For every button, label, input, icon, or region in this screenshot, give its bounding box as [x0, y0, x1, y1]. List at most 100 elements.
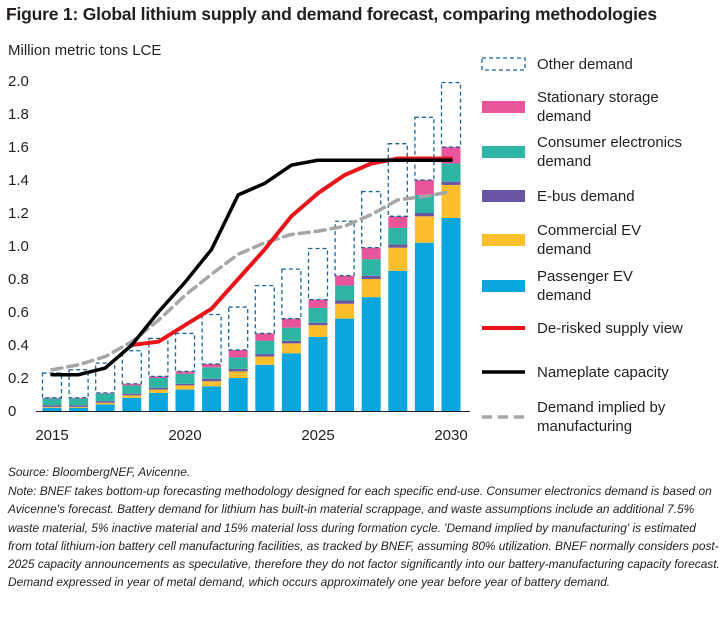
- bar-commercial-ev: [361, 279, 381, 298]
- bar-passenger-ev: [69, 407, 89, 411]
- legend-label-other-demand: Other demand: [537, 55, 633, 73]
- bar-passenger-ev: [335, 318, 355, 411]
- bar-other-demand: [148, 337, 169, 377]
- bar-other-demand: [121, 350, 142, 385]
- legend-label-nameplate-capacity: Nameplate capacity: [537, 363, 669, 381]
- legend-swatch-passenger-ev: [482, 280, 525, 292]
- bar-e-bus: [148, 387, 168, 390]
- y-tick-label: 0: [8, 403, 16, 420]
- bar-consumer-electronics: [414, 194, 434, 213]
- bar-e-bus: [335, 300, 355, 304]
- bar-e-bus: [388, 244, 408, 248]
- bar-e-bus: [361, 275, 381, 279]
- bar-stationary-storage: [42, 397, 62, 399]
- bar-commercial-ev: [95, 402, 115, 405]
- bar-consumer-electronics: [95, 393, 115, 402]
- bar-stationary-storage: [122, 383, 142, 386]
- bar-other-demand: [41, 372, 63, 399]
- bar-passenger-ev: [95, 404, 115, 411]
- y-axis-unit-label: Million metric tons LCE: [8, 42, 162, 59]
- bar-passenger-ev: [388, 270, 408, 411]
- bar-e-bus: [414, 213, 434, 217]
- bar-commercial-ev: [281, 343, 301, 354]
- bar-consumer-electronics: [148, 378, 168, 388]
- y-tick-label: 0.6: [8, 304, 29, 321]
- bar-passenger-ev: [202, 386, 222, 411]
- y-tick-label: 2.0: [8, 73, 29, 90]
- x-tick-label: 2015: [35, 427, 68, 444]
- bar-other-demand: [307, 247, 329, 301]
- bar-consumer-electronics: [122, 385, 142, 394]
- bar-commercial-ev: [202, 381, 222, 387]
- bar-e-bus: [228, 368, 248, 372]
- bar-commercial-ev: [255, 356, 275, 365]
- bar-passenger-ev: [122, 397, 142, 411]
- bar-consumer-electronics: [175, 373, 195, 384]
- bar-e-bus: [255, 354, 275, 357]
- bar-other-demand: [281, 268, 302, 320]
- bar-consumer-electronics: [308, 307, 328, 323]
- bar-commercial-ev: [228, 371, 248, 378]
- y-tick-label: 1.0: [8, 238, 29, 255]
- bar-passenger-ev: [175, 389, 195, 411]
- bar-e-bus: [175, 383, 195, 386]
- bar-other-demand: [387, 143, 408, 217]
- bar-passenger-ev: [414, 242, 434, 411]
- line-nameplate-capacity: [50, 158, 453, 377]
- legend-swatch-commercial-ev: [482, 234, 525, 246]
- x-tick-label: 2020: [168, 427, 201, 444]
- x-tick-label: 2030: [434, 427, 467, 444]
- bar-e-bus: [281, 340, 301, 344]
- bar-other-demand: [95, 362, 116, 394]
- bar-commercial-ev: [414, 216, 434, 243]
- y-tick-label: 1.8: [8, 106, 29, 123]
- y-tick-label: 0.4: [8, 337, 29, 354]
- bar-other-demand: [174, 332, 196, 373]
- bar-commercial-ev: [308, 325, 328, 337]
- legend-label-passenger-ev: Passenger EV demand: [537, 268, 633, 304]
- chart-area: 0 0.2 0.4 0.6 0.8 1.0 1.2 1.4 1.6 1.8 2.0 2015 2020 2…: [8, 57, 526, 444]
- bar-stationary-storage: [335, 275, 355, 286]
- bar-consumer-electronics: [335, 285, 355, 301]
- bar-other-demand: [228, 306, 249, 351]
- y-tick-label: 0.2: [8, 370, 29, 387]
- bar-e-bus: [202, 378, 222, 382]
- bar-other-demand: [201, 313, 222, 365]
- bar-stationary-storage: [361, 247, 381, 260]
- bar-commercial-ev: [42, 406, 62, 408]
- bar-passenger-ev: [255, 364, 275, 411]
- y-tick-label: 1.4: [8, 172, 29, 189]
- bar-e-bus: [42, 405, 62, 407]
- y-tick-label: 0.8: [8, 271, 29, 288]
- legend-label-de-risked-supply: De-risked supply view: [537, 319, 683, 337]
- bar-passenger-ev: [148, 392, 168, 411]
- legend-swatch-other-demand: [481, 57, 526, 71]
- bar-commercial-ev: [388, 247, 408, 271]
- bar-e-bus: [441, 181, 461, 185]
- bar-commercial-ev: [175, 385, 195, 390]
- bar-passenger-ev: [281, 353, 301, 411]
- bar-consumer-electronics: [281, 327, 301, 341]
- bar-commercial-ev: [69, 406, 89, 408]
- bar-other-demand: [254, 284, 275, 335]
- x-tick-label: 2025: [301, 427, 334, 444]
- source-text: Source: BloombergNEF, Avicenne.: [8, 465, 191, 479]
- bar-consumer-electronics: [255, 340, 275, 355]
- bar-stationary-storage: [388, 216, 408, 228]
- y-tick-label: 1.2: [8, 205, 29, 222]
- chart-notes: Source: BloombergNEF, Avicenne. Note: BN…: [8, 463, 720, 591]
- bar-stationary-storage: [202, 363, 222, 368]
- bar-e-bus: [95, 401, 115, 403]
- legend-swatch-stationary-storage: [482, 101, 525, 113]
- bar-stationary-storage: [175, 371, 195, 374]
- bar-e-bus: [69, 405, 89, 407]
- bar-other-demand: [414, 116, 435, 181]
- bar-other-demand: [440, 82, 462, 148]
- bar-consumer-electronics: [42, 398, 62, 406]
- bar-stationary-storage: [281, 318, 301, 328]
- bar-stationary-storage: [308, 299, 328, 308]
- line-demand-implied: [50, 189, 453, 372]
- bar-consumer-electronics: [228, 357, 248, 369]
- legend-swatch-e-bus: [482, 190, 525, 202]
- bar-other-demand: [361, 190, 382, 249]
